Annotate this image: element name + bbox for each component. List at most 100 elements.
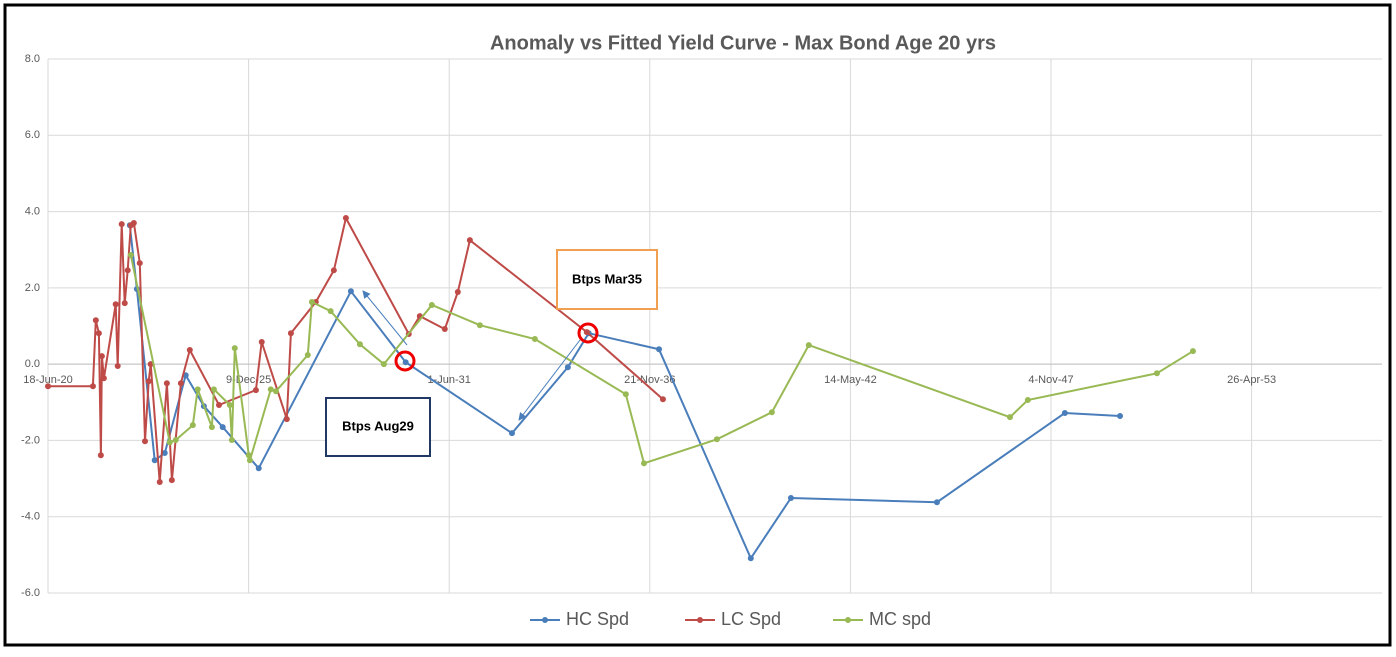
- legend-label: LC Spd: [721, 609, 781, 629]
- data-point: [640, 460, 647, 467]
- data-point: [1024, 396, 1031, 403]
- data-point: [194, 386, 201, 393]
- data-point: [114, 363, 121, 370]
- annotation-box: [556, 249, 658, 310]
- x-tick-label: 9-Dec-25: [226, 374, 271, 386]
- data-point: [151, 457, 158, 464]
- data-point: [747, 555, 754, 562]
- data-point: [127, 252, 134, 259]
- data-point: [1061, 409, 1068, 416]
- legend-swatch: [697, 617, 703, 623]
- data-point: [92, 317, 99, 324]
- data-point: [508, 430, 515, 437]
- data-point: [228, 437, 235, 444]
- data-point: [656, 346, 663, 353]
- data-point: [476, 322, 483, 329]
- x-tick-label: 4-Nov-47: [1028, 374, 1073, 386]
- data-point: [141, 438, 148, 445]
- data-point: [356, 341, 363, 348]
- highlight-circle: [394, 350, 416, 372]
- data-point: [380, 361, 387, 368]
- data-point: [272, 388, 279, 395]
- data-point: [45, 383, 51, 390]
- y-tick-label: 6.0: [25, 129, 40, 141]
- data-point: [121, 300, 128, 307]
- data-point: [136, 260, 143, 267]
- data-point: [95, 330, 102, 337]
- data-point: [97, 452, 104, 459]
- data-point: [583, 329, 590, 336]
- data-point: [226, 401, 233, 408]
- data-point: [347, 288, 354, 295]
- data-point: [100, 375, 107, 382]
- data-point: [258, 339, 265, 346]
- data-point: [145, 378, 152, 385]
- grid: -6.0 -4.0 -2.0 0.0 2.0 4.0 6.0 8.0 18-Jun-20 9-De…: [21, 53, 1382, 599]
- data-point: [659, 396, 666, 403]
- data-point: [216, 401, 223, 408]
- data-point: [219, 424, 226, 431]
- legend-label: MC spd: [869, 609, 931, 629]
- data-point: [531, 335, 538, 342]
- data-point: [161, 450, 168, 457]
- y-tick-label: -6.0: [21, 587, 40, 599]
- data-point: [454, 289, 461, 296]
- y-tick-label: 8.0: [25, 53, 40, 65]
- data-point: [172, 437, 179, 444]
- data-point: [124, 267, 131, 274]
- data-point: [210, 386, 217, 393]
- data-point: [156, 479, 163, 486]
- data-point: [245, 452, 252, 459]
- data-point: [342, 215, 349, 222]
- data-point: [402, 359, 409, 366]
- legend-swatch: [542, 617, 548, 623]
- data-point: [327, 308, 334, 315]
- data-point: [441, 326, 448, 333]
- data-point: [130, 220, 137, 227]
- annotation-box: [325, 397, 431, 457]
- data-point: [466, 237, 473, 244]
- x-tick-label: 21-Nov-36: [624, 374, 675, 386]
- legend-label: HC Spd: [566, 609, 629, 629]
- data-point: [304, 351, 311, 358]
- data-point: [1117, 413, 1124, 420]
- data-point: [246, 457, 253, 464]
- data-point: [112, 301, 119, 308]
- data-point: [267, 386, 274, 393]
- plot: [45, 215, 1196, 562]
- data-point: [166, 439, 173, 446]
- data-point: [564, 364, 571, 371]
- data-point: [805, 342, 812, 349]
- data-point: [1153, 370, 1160, 377]
- data-point: [1006, 414, 1013, 421]
- data-point: [330, 267, 337, 274]
- chart-frame: [3, 3, 1392, 647]
- y-tick-label: 2.0: [25, 282, 40, 294]
- annotation-arrow: [362, 290, 408, 346]
- data-point: [118, 221, 125, 228]
- data-point: [1189, 348, 1196, 355]
- legend-swatch: [845, 617, 851, 623]
- legend: HC Spd LC Spd MC spd: [530, 609, 931, 629]
- x-tick-label: 18-Jun-20: [23, 374, 73, 386]
- annotation: Btps Mar35: [572, 271, 642, 286]
- data-point: [231, 345, 238, 352]
- x-tick-label: 14-May-42: [824, 374, 877, 386]
- y-tick-label: 4.0: [25, 205, 40, 217]
- y-tick-label: -4.0: [21, 511, 40, 523]
- data-point: [308, 298, 315, 305]
- data-point: [933, 499, 940, 506]
- data-point: [255, 465, 262, 472]
- data-point: [189, 422, 196, 429]
- data-point: [168, 477, 175, 484]
- chart-title: Anomaly vs Fitted Yield Curve - Max Bond…: [490, 32, 996, 54]
- data-point: [768, 409, 775, 416]
- data-point: [208, 424, 215, 431]
- data-point: [186, 347, 193, 354]
- data-point: [787, 495, 794, 502]
- data-point: [252, 387, 259, 394]
- data-point: [89, 383, 96, 390]
- data-point: [713, 436, 720, 443]
- y-tick-label: 0.0: [25, 358, 40, 370]
